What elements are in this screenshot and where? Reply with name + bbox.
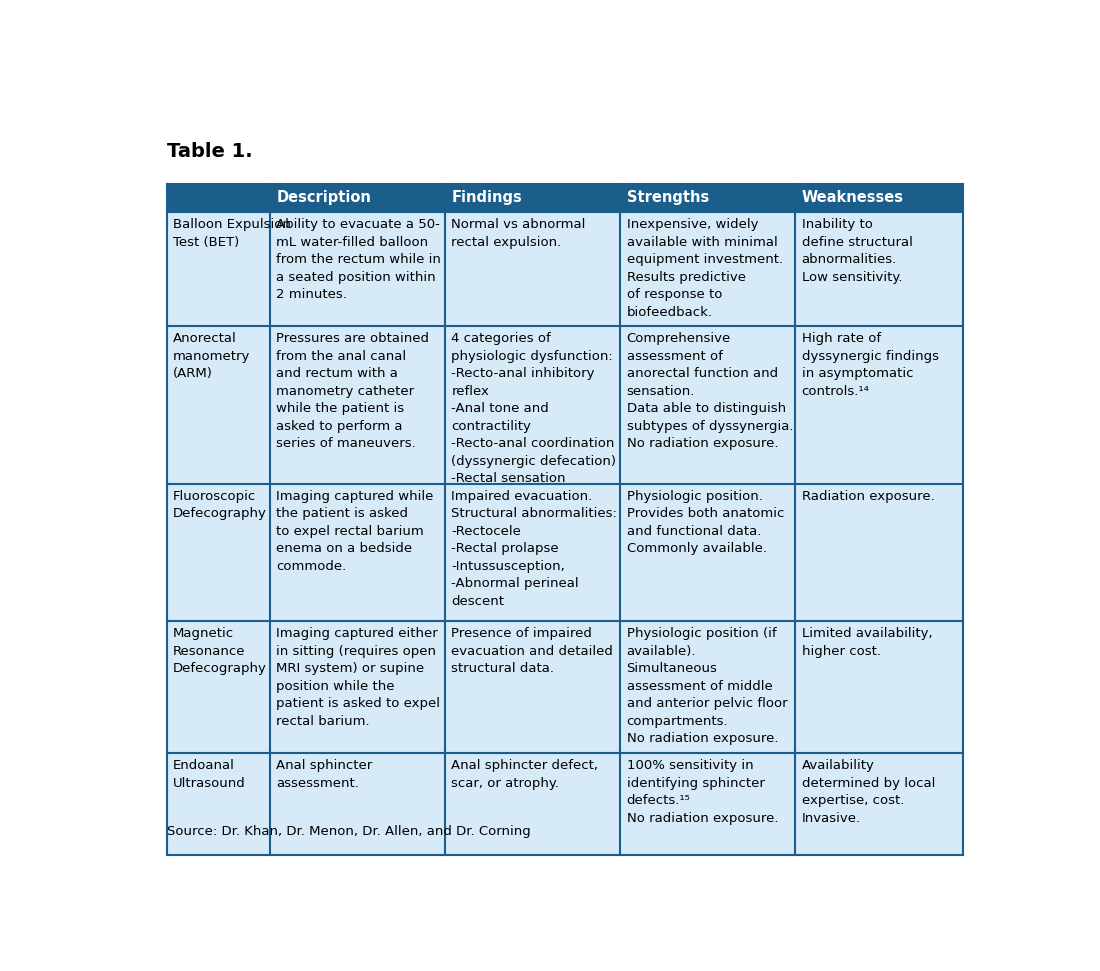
Bar: [795, 184, 962, 212]
Text: Physiologic position.
Provides both anatomic
and functional data.
Commonly avail: Physiologic position. Provides both anat…: [627, 490, 784, 555]
Bar: [795, 620, 962, 753]
Text: Pressures are obtained
from the anal canal
and rectum with a
manometry catheter
: Pressures are obtained from the anal can…: [276, 332, 429, 451]
Text: Weaknesses: Weaknesses: [802, 190, 904, 206]
Bar: [167, 184, 270, 212]
Bar: [620, 184, 795, 212]
Text: Strengths: Strengths: [627, 190, 708, 206]
Text: Balloon Expulsion
Test (BET): Balloon Expulsion Test (BET): [173, 218, 292, 249]
Text: Fluoroscopic
Defecography: Fluoroscopic Defecography: [173, 490, 267, 520]
Text: Description: Description: [276, 190, 371, 206]
Bar: [270, 184, 446, 212]
Bar: [270, 484, 446, 620]
Text: Radiation exposure.: Radiation exposure.: [802, 490, 934, 503]
Text: High rate of
dyssynergic findings
in asymptomatic
controls.¹⁴: High rate of dyssynergic findings in asy…: [802, 332, 938, 397]
Bar: [620, 212, 795, 326]
Bar: [270, 326, 446, 484]
Text: Table 1.: Table 1.: [167, 142, 253, 160]
Bar: [795, 212, 962, 326]
Text: Inability to
define structural
abnormalities.
Low sensitivity.: Inability to define structural abnormali…: [802, 218, 913, 284]
Text: Anal sphincter
assessment.: Anal sphincter assessment.: [276, 759, 373, 790]
Bar: [270, 620, 446, 753]
Text: Ability to evacuate a 50-
mL water-filled balloon
from the rectum while in
a sea: Ability to evacuate a 50- mL water-fille…: [276, 218, 441, 301]
Text: Impaired evacuation.
Structural abnormalities:
-Rectocele
-Rectal prolapse
-Intu: Impaired evacuation. Structural abnormal…: [451, 490, 617, 608]
Text: Source: Dr. Khan, Dr. Menon, Dr. Allen, and Dr. Corning: Source: Dr. Khan, Dr. Menon, Dr. Allen, …: [167, 825, 530, 838]
Text: Imaging captured either
in sitting (requires open
MRI system) or supine
position: Imaging captured either in sitting (requ…: [276, 627, 440, 727]
Text: Inexpensive, widely
available with minimal
equipment investment.
Results predict: Inexpensive, widely available with minim…: [627, 218, 783, 318]
Bar: [446, 484, 620, 620]
Bar: [795, 326, 962, 484]
Bar: [620, 620, 795, 753]
Bar: [167, 326, 270, 484]
Text: Normal vs abnormal
rectal expulsion.: Normal vs abnormal rectal expulsion.: [451, 218, 585, 249]
Bar: [446, 620, 620, 753]
Text: Findings: Findings: [451, 190, 522, 206]
Text: Anal sphincter defect,
scar, or atrophy.: Anal sphincter defect, scar, or atrophy.: [451, 759, 598, 790]
Bar: [446, 212, 620, 326]
Text: Magnetic
Resonance
Defecography: Magnetic Resonance Defecography: [173, 627, 267, 675]
Bar: [620, 326, 795, 484]
Bar: [795, 753, 962, 854]
Text: Physiologic position (if
available).
Simultaneous
assessment of middle
and anter: Physiologic position (if available). Sim…: [627, 627, 788, 745]
Bar: [270, 753, 446, 854]
Bar: [446, 753, 620, 854]
Text: 4 categories of
physiologic dysfunction:
-Recto-anal inhibitory
reflex
-Anal ton: 4 categories of physiologic dysfunction:…: [451, 332, 616, 486]
Text: Availability
determined by local
expertise, cost.
Invasive.: Availability determined by local experti…: [802, 759, 935, 825]
Bar: [795, 484, 962, 620]
Text: Presence of impaired
evacuation and detailed
structural data.: Presence of impaired evacuation and deta…: [451, 627, 614, 675]
Bar: [167, 484, 270, 620]
Text: Endoanal
Ultrasound: Endoanal Ultrasound: [173, 759, 246, 790]
Text: 100% sensitivity in
identifying sphincter
defects.¹⁵
No radiation exposure.: 100% sensitivity in identifying sphincte…: [627, 759, 778, 825]
Bar: [620, 484, 795, 620]
Bar: [167, 753, 270, 854]
Bar: [446, 184, 620, 212]
Bar: [270, 212, 446, 326]
Text: Anorectal
manometry
(ARM): Anorectal manometry (ARM): [173, 332, 251, 380]
Bar: [620, 753, 795, 854]
Text: Imaging captured while
the patient is asked
to expel rectal barium
enema on a be: Imaging captured while the patient is as…: [276, 490, 433, 573]
Text: Limited availability,
higher cost.: Limited availability, higher cost.: [802, 627, 933, 657]
Bar: [446, 326, 620, 484]
Bar: [167, 620, 270, 753]
Bar: [167, 212, 270, 326]
Text: Comprehensive
assessment of
anorectal function and
sensation.
Data able to disti: Comprehensive assessment of anorectal fu…: [627, 332, 793, 451]
